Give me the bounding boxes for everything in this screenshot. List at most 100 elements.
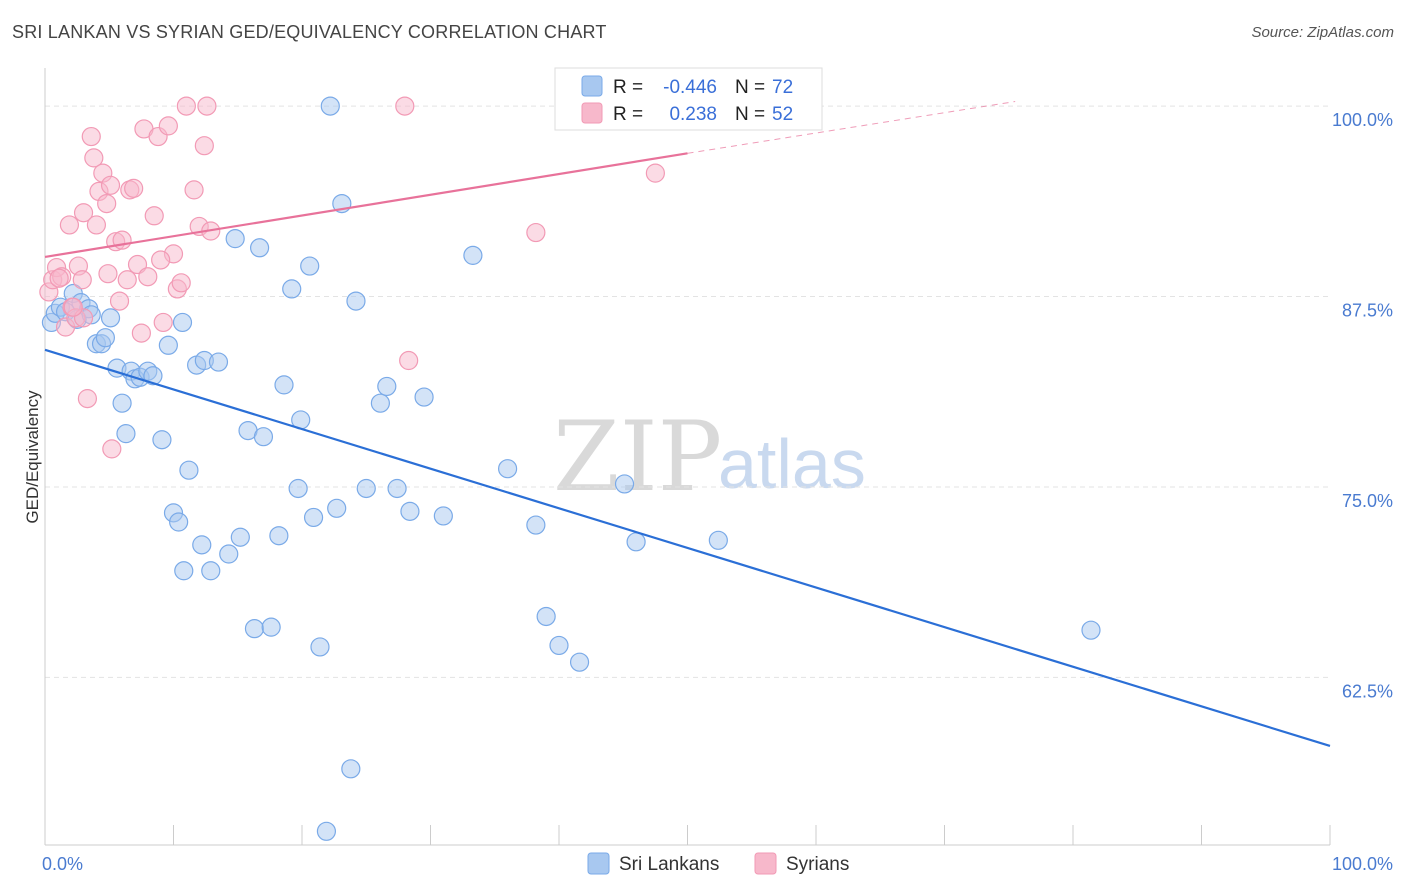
point-syrians-11 <box>77 389 98 409</box>
legend-r-value-2: 0.238 <box>669 104 717 125</box>
point-sri-lankans-28 <box>192 535 212 555</box>
point-sri-lankans-26 <box>179 460 199 480</box>
point-sri-lankans-71 <box>174 561 194 581</box>
bottom-legend-label-syrians: Syrians <box>786 854 849 875</box>
point-sri-lankans-70 <box>316 821 337 841</box>
point-sri-lankans-48 <box>320 96 340 116</box>
point-syrians-30 <box>144 206 164 226</box>
point-syrians-14 <box>86 215 107 235</box>
point-syrians-49 <box>63 297 83 317</box>
point-syrians-10 <box>73 203 94 223</box>
point-sri-lankans-42 <box>282 279 302 299</box>
point-sri-lankans-64 <box>549 635 569 656</box>
legend-n-value-1: 72 <box>772 77 793 98</box>
point-syrians-19 <box>102 439 122 459</box>
legend-r-value-1: -0.446 <box>663 77 717 98</box>
trend-line-syrians-extension <box>687 101 1016 154</box>
point-syrians-25 <box>124 178 144 198</box>
point-sri-lankans-33 <box>225 229 245 249</box>
y-tick-label-1: 87.5% <box>1342 301 1393 321</box>
point-syrians-26 <box>127 254 148 275</box>
point-sri-lankans-38 <box>253 427 274 447</box>
point-sri-lankans-54 <box>370 393 390 413</box>
point-sri-lankans-57 <box>400 501 420 521</box>
x-ticks <box>44 825 1331 845</box>
point-sri-lankans-32 <box>219 544 239 564</box>
point-syrians-23 <box>117 270 137 290</box>
point-sri-lankans-59 <box>433 506 453 526</box>
legend-box: R = -0.446 N = 72 R = 0.238 N = 52 <box>554 67 823 131</box>
point-sri-lankans-69 <box>1081 620 1101 640</box>
chart-title: SRI LANKAN VS SYRIAN GED/EQUIVALENCY COR… <box>12 22 607 42</box>
point-syrians-44 <box>395 96 415 116</box>
y-tick-label-2: 75.0% <box>1342 491 1393 511</box>
watermark-atlas: atlas <box>718 425 866 503</box>
legend-swatch-sri-lankans <box>581 75 603 97</box>
point-syrians-45 <box>399 350 419 371</box>
gridlines <box>45 105 1330 678</box>
point-syrians-41 <box>197 96 217 116</box>
bottom-legend-swatch-syrians <box>754 852 777 875</box>
point-sri-lankans-41 <box>274 375 294 395</box>
point-sri-lankans-40 <box>269 526 289 546</box>
point-sri-lankans-67 <box>626 532 646 552</box>
y-tick-label-3: 62.5% <box>1342 681 1393 701</box>
point-sri-lankans-66 <box>614 474 635 494</box>
point-sri-lankans-58 <box>414 387 434 407</box>
point-sri-lankans-49 <box>327 498 347 518</box>
trend-lines <box>44 101 1331 748</box>
bottom-legend: Sri Lankans Syrians <box>587 852 849 875</box>
y-tick-label-0: 100.0% <box>1332 110 1393 130</box>
point-syrians-9 <box>72 270 92 290</box>
point-syrians-32 <box>153 312 173 333</box>
point-sri-lankans-43 <box>288 478 308 499</box>
y-axis-label: GED/Equivalency <box>23 390 42 524</box>
point-sri-lankans-34 <box>230 527 250 547</box>
watermark-zip: ZIP <box>553 401 722 513</box>
point-syrians-17 <box>97 193 117 214</box>
x-tick-label-min: 0.0% <box>42 854 83 874</box>
point-sri-lankans-65 <box>569 652 590 672</box>
point-sri-lankans-39 <box>261 617 281 637</box>
legend-r-label-1: R = <box>613 77 643 98</box>
point-sri-lankans-53 <box>356 478 376 499</box>
point-sri-lankans-15 <box>116 424 136 444</box>
legend-n-value-2: 52 <box>772 104 793 125</box>
point-sri-lankans-25 <box>172 312 193 333</box>
point-sri-lankans-47 <box>310 637 330 657</box>
trend-line-syrians <box>44 152 688 259</box>
bottom-legend-swatch-sri-lankans <box>587 852 610 875</box>
point-sri-lankans-21 <box>152 430 172 450</box>
series-sri-lankans-points <box>41 96 1101 841</box>
point-sri-lankans-63 <box>536 606 556 627</box>
point-syrians-50 <box>100 175 121 195</box>
point-sri-lankans-37 <box>249 238 270 258</box>
bottom-legend-label-sri-lankans: Sri Lankans <box>619 854 719 875</box>
point-syrians-29 <box>138 267 158 287</box>
point-syrians-46 <box>526 222 546 243</box>
point-syrians-18 <box>98 264 118 284</box>
point-sri-lankans-20 <box>143 366 163 386</box>
point-sri-lankans-46 <box>303 507 324 528</box>
point-sri-lankans-55 <box>377 376 397 397</box>
point-sri-lankans-60 <box>463 245 483 265</box>
legend-n-label-1: N = <box>735 77 765 98</box>
point-syrians-21 <box>109 291 130 311</box>
point-syrians-40 <box>194 136 214 156</box>
point-sri-lankans-31 <box>208 352 229 372</box>
legend-n-label-2: N = <box>735 104 765 125</box>
point-sri-lankans-11 <box>95 328 115 348</box>
legend-swatch-syrians <box>581 102 603 124</box>
point-sri-lankans-12 <box>100 308 121 328</box>
point-syrians-36 <box>171 273 191 293</box>
point-sri-lankans-36 <box>244 619 265 639</box>
point-sri-lankans-52 <box>346 291 366 311</box>
point-sri-lankans-45 <box>300 256 320 276</box>
point-syrians-38 <box>184 180 204 200</box>
point-sri-lankans-61 <box>498 459 518 479</box>
point-sri-lankans-14 <box>112 393 132 413</box>
point-syrians-48 <box>49 268 69 288</box>
point-syrians-51 <box>151 250 171 270</box>
legend-r-label-2: R = <box>613 104 643 125</box>
